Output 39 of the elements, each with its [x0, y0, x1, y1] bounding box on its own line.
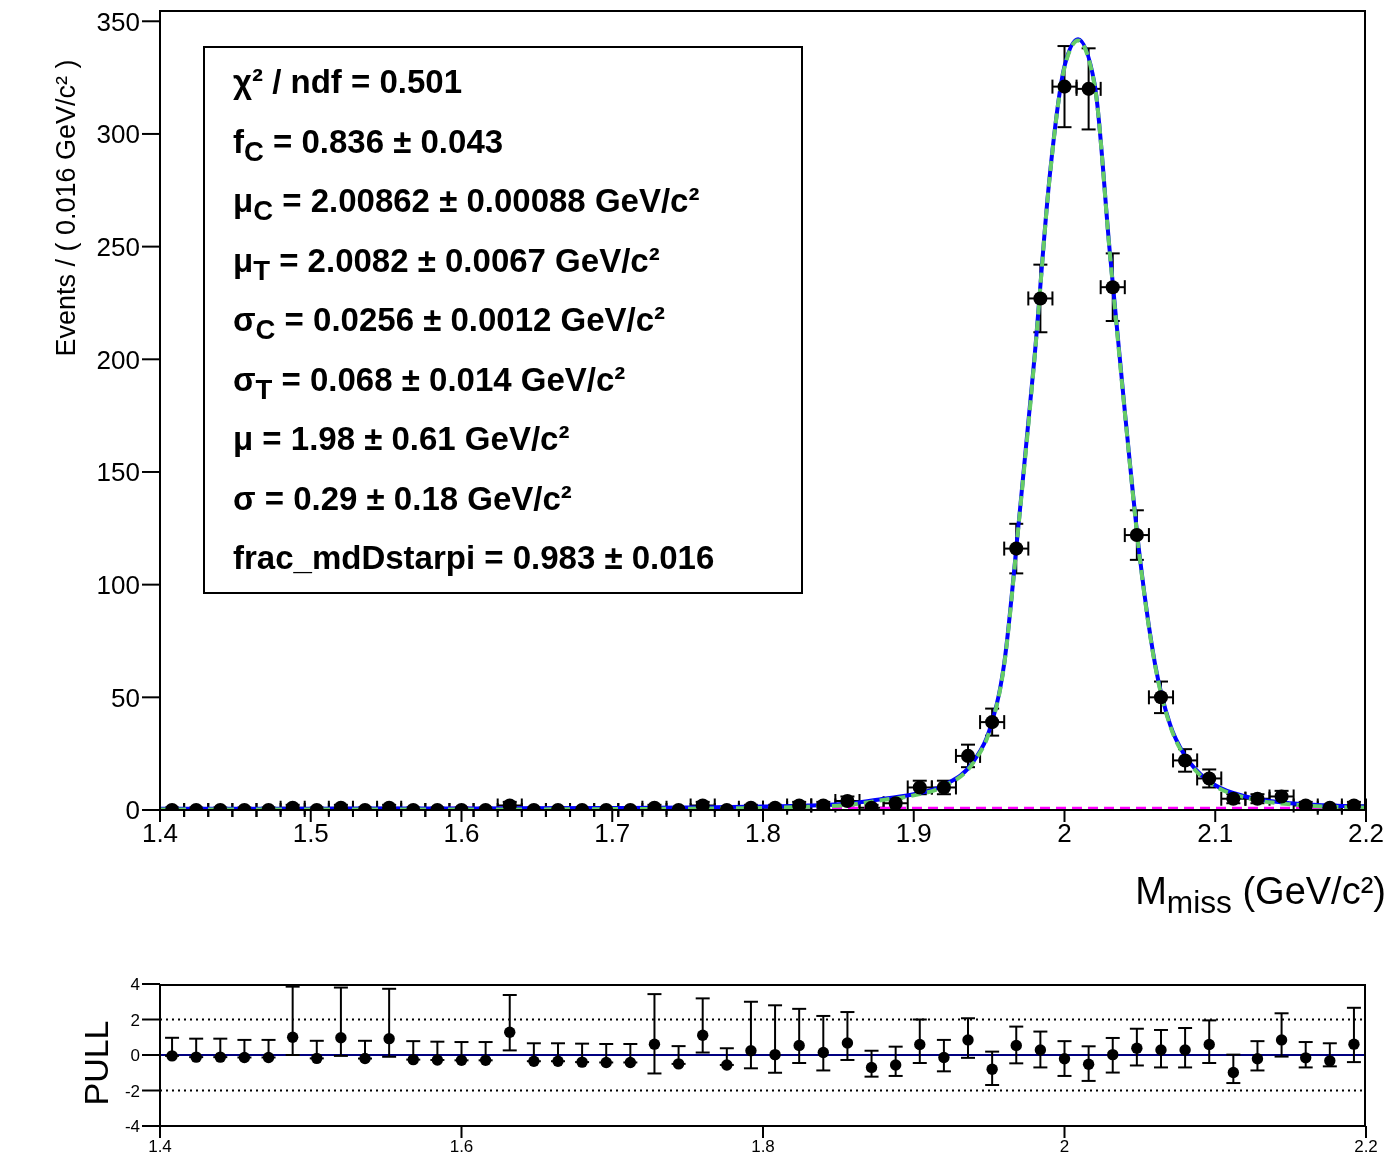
x-tick-label: 1.7	[594, 818, 631, 849]
annotation: μ$_{T}$ = 2.0082 ± 0.0067 GeV/c²	[233, 240, 661, 288]
y-tick-label: 2	[130, 1010, 140, 1030]
y-tick-label: 0	[125, 795, 140, 826]
x-tick-label: 2	[1057, 818, 1072, 849]
annotation: σ$_{C}$ = 0.0256 ± 0.0012 GeV/c²	[233, 300, 667, 347]
y-tick-label: 50	[111, 682, 140, 713]
x-axis-title: M$_{miss}$ (GeV/c²)	[1135, 870, 1386, 921]
x-tick-label: 2.2	[1354, 1137, 1378, 1152]
y-tick-label: -2	[124, 1081, 140, 1101]
y-axis-title: PULL	[76, 1020, 116, 1106]
annotation: χ² / ndf = 0.501	[233, 62, 463, 102]
y-tick-label: 250	[96, 231, 140, 262]
annotation: μ = 1.98 ± 0.61 GeV/c²	[233, 419, 571, 459]
y-tick-label: 300	[96, 119, 140, 150]
x-tick-label: 1.9	[895, 818, 932, 849]
x-tick-label: 1.8	[751, 1137, 775, 1152]
y-tick-label: 100	[96, 569, 140, 600]
x-tick-label: 2	[1059, 1137, 1070, 1152]
x-tick-label: 2.1	[1197, 818, 1234, 849]
y-axis-title: Events / ( 0.016 GeV/c² )	[50, 59, 82, 357]
x-tick-label: 2.2	[1347, 818, 1385, 849]
y-tick-label: -4	[124, 1117, 140, 1137]
x-tick-label: 1.6	[443, 818, 480, 849]
annotation: μ$_{C}$ = 2.00862 ± 0.00088 GeV/c²	[233, 181, 701, 228]
annotation: σ = 0.29 ± 0.18 GeV/c²	[233, 478, 573, 519]
annotation: f$_{C}$ = 0.836 ± 0.043	[233, 121, 505, 169]
x-tick-label: 1.4	[148, 1137, 172, 1152]
y-tick-label: 350	[96, 6, 140, 37]
annotation: frac_mdDstarpi = 0.983 ± 0.016	[233, 538, 716, 578]
y-tick-label: 4	[130, 975, 140, 995]
x-tick-label: 1.5	[292, 818, 329, 849]
annotation: σ$_{T}$ = 0.068 ± 0.014 GeV/c²	[233, 359, 627, 407]
y-tick-label: 200	[96, 344, 140, 375]
x-tick-label: 1.8	[744, 818, 782, 849]
y-tick-label: 0	[130, 1046, 140, 1066]
x-tick-label: 1.6	[449, 1137, 474, 1152]
y-tick-label: 150	[96, 457, 140, 488]
x-tick-label: 1.4	[141, 818, 179, 849]
